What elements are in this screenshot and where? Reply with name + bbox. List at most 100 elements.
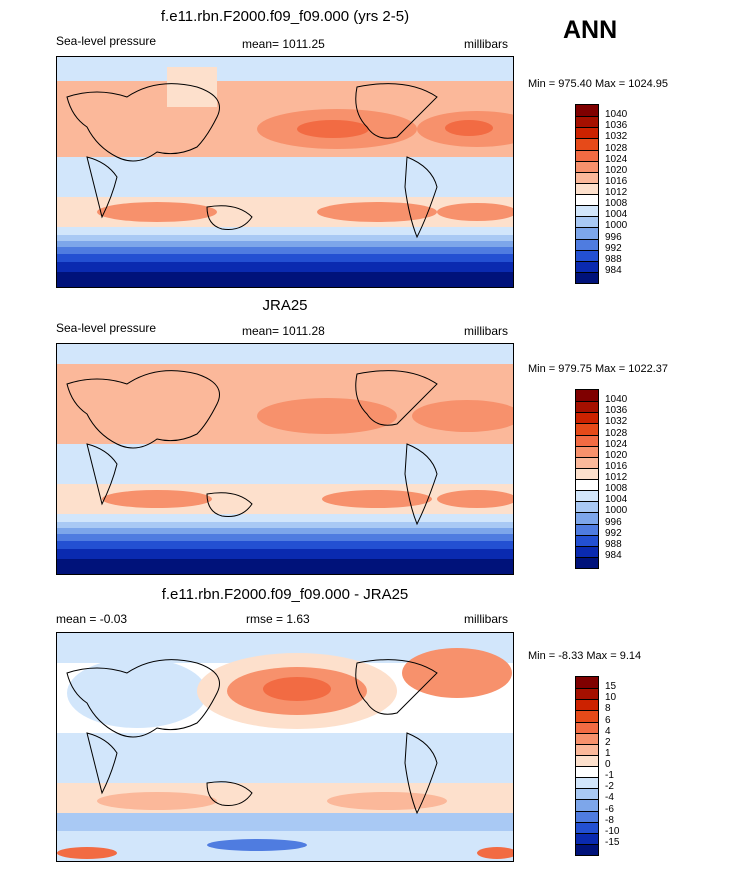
colorbar-tick-label: 1028 bbox=[605, 142, 628, 154]
colorbar-swatch bbox=[576, 205, 598, 217]
colorbar-swatch bbox=[576, 412, 598, 424]
band-988 bbox=[57, 549, 513, 559]
panel-1-colorbar: 1040 1036 1032 1028 1024 1020 1016 1012 1008 1004… bbox=[575, 104, 635, 284]
colorbar-tick-label: 1016 bbox=[605, 175, 628, 187]
colorbar-tick-label: 1004 bbox=[605, 494, 628, 506]
band-1004 bbox=[57, 522, 513, 528]
colorbar-swatch bbox=[576, 194, 598, 206]
colorbar-swatch bbox=[576, 732, 598, 744]
panel-1-contour-plot bbox=[57, 57, 513, 287]
colorbar-tick-label: -10 bbox=[605, 825, 620, 837]
colorbar-tick-label: 1032 bbox=[605, 416, 628, 428]
band-984 bbox=[57, 272, 513, 287]
southern-negative-band bbox=[57, 813, 513, 831]
colorbar-swatch bbox=[576, 766, 598, 778]
natl-anomaly bbox=[402, 648, 512, 698]
colorbar-swatch bbox=[576, 434, 598, 446]
colorbar-tick-label: 1012 bbox=[605, 187, 628, 198]
colorbar-tick-label: 0 bbox=[605, 759, 611, 770]
colorbar-swatch bbox=[576, 699, 598, 711]
colorbar-swatch bbox=[576, 456, 598, 468]
panel-2-minmax: Min = 979.75 Max = 1022.37 bbox=[528, 363, 669, 375]
panel-2-contour-plot bbox=[57, 344, 513, 574]
colorbar-swatch bbox=[576, 149, 598, 161]
panel-3-minmax: Min = -8.33 Max = 9.14 bbox=[528, 650, 642, 662]
colorbar-swatch bbox=[576, 479, 598, 491]
band-984 bbox=[57, 559, 513, 574]
band-1000 bbox=[57, 528, 513, 534]
colorbar-tick-label: -8 bbox=[605, 814, 614, 826]
colorbar-swatch bbox=[576, 688, 598, 700]
coastlines bbox=[66, 659, 438, 815]
colorbar-swatch bbox=[576, 490, 598, 502]
colorbar-tick-label: 1004 bbox=[605, 209, 628, 221]
colorbar-swatch bbox=[576, 160, 598, 172]
colorbar-tick-label: -15 bbox=[605, 836, 620, 848]
colorbar-tick-label: 988 bbox=[605, 253, 622, 265]
band-996 bbox=[57, 534, 513, 541]
colorbar-tick-label: 1020 bbox=[605, 449, 628, 461]
npac-anomaly-core bbox=[263, 677, 331, 701]
panel-1-units-label: millibars bbox=[464, 37, 509, 51]
colorbar-swatch bbox=[576, 271, 598, 283]
band-1000 bbox=[57, 241, 513, 247]
colorbar-swatch bbox=[576, 467, 598, 479]
panel-2-map bbox=[56, 343, 514, 575]
panel-2-units-label: millibars bbox=[464, 324, 509, 338]
colorbar-tick-label: -6 bbox=[605, 803, 614, 815]
antarctic-positive-1 bbox=[57, 847, 117, 859]
colorbar-frame bbox=[575, 389, 599, 569]
satl-high bbox=[437, 203, 513, 221]
npac-high bbox=[257, 398, 397, 434]
colorbar-tick-label: 1032 bbox=[605, 131, 628, 143]
colorbar-tick-label: 1012 bbox=[605, 472, 628, 483]
colorbar-tick-label: 10 bbox=[605, 692, 617, 704]
colorbar-swatch bbox=[576, 721, 598, 733]
eurasia-negative bbox=[67, 658, 207, 728]
colorbar-swatch bbox=[576, 821, 598, 833]
colorbar-swatch bbox=[576, 556, 598, 568]
sio-high bbox=[102, 490, 212, 508]
colorbar-swatch bbox=[576, 710, 598, 722]
panel-3-mean-label: mean = -0.03 bbox=[56, 612, 128, 626]
colorbar-swatch bbox=[576, 788, 598, 800]
panel-2-variable-label: Sea-level pressure bbox=[56, 321, 157, 335]
colorbar-tick-label: 984 bbox=[605, 549, 622, 561]
panel-2-mean-label: mean= 1011.28 bbox=[242, 324, 325, 338]
equatorial-band bbox=[57, 444, 513, 484]
colorbar-swatch bbox=[576, 182, 598, 194]
colorbar-swatch bbox=[576, 512, 598, 524]
band-1004 bbox=[57, 235, 513, 241]
spac-high bbox=[322, 490, 432, 508]
coastlines bbox=[66, 370, 438, 526]
colorbar-swatch bbox=[576, 116, 598, 128]
colorbar-swatch bbox=[576, 777, 598, 789]
panel-1-minmax: Min = 975.40 Max = 1024.95 bbox=[528, 78, 669, 90]
colorbar-swatch bbox=[576, 105, 598, 117]
panel-1-mean-label: mean= 1011.25 bbox=[242, 37, 325, 51]
colorbar-swatch bbox=[576, 171, 598, 183]
colorbar-swatch bbox=[576, 445, 598, 457]
colorbar-tick-label: 1008 bbox=[605, 483, 628, 495]
panel-1-title: f.e11.rbn.F2000.f09_f09.000 (yrs 2-5) bbox=[160, 8, 410, 25]
colorbar-tick-label: 984 bbox=[605, 264, 622, 276]
colorbar-swatch bbox=[576, 423, 598, 435]
colorbar-swatch bbox=[576, 754, 598, 766]
colorbar-tick-label: 2 bbox=[605, 736, 611, 748]
colorbar-tick-label: -4 bbox=[605, 792, 614, 804]
colorbar-tick-label: 1040 bbox=[605, 109, 628, 121]
season-label: ANN bbox=[563, 16, 618, 44]
panel-1-map bbox=[56, 56, 514, 288]
colorbar-tick-label: 1008 bbox=[605, 198, 628, 210]
siberia-region bbox=[167, 67, 217, 107]
band-1008 bbox=[57, 227, 513, 235]
colorbar-tick-label: -2 bbox=[605, 781, 614, 793]
panel-3-units-label: millibars bbox=[464, 612, 509, 626]
colorbar-tick-label: 1028 bbox=[605, 427, 628, 439]
colorbar-tick-label: 1040 bbox=[605, 394, 628, 406]
colorbar-tick-label: 1024 bbox=[605, 153, 628, 165]
colorbar-swatch bbox=[576, 238, 598, 250]
colorbar-tick-label: 1 bbox=[605, 747, 611, 759]
colorbar-swatch bbox=[576, 216, 598, 228]
colorbar-tick-label: 1016 bbox=[605, 460, 628, 472]
